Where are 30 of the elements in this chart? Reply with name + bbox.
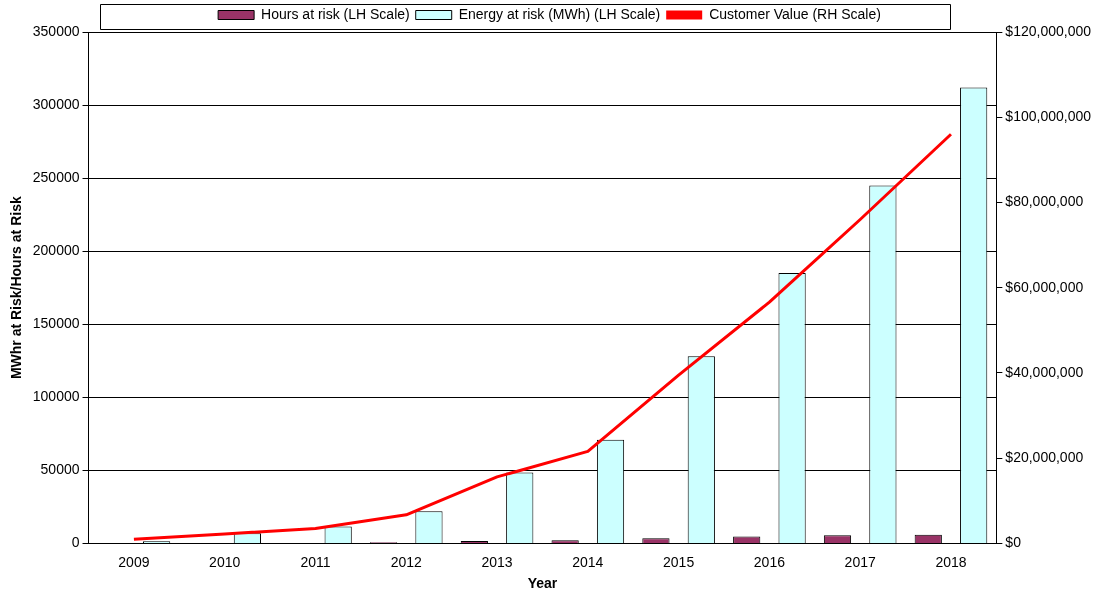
x-tick-label: 2010: [209, 553, 241, 570]
x-tick-label: 2012: [390, 553, 423, 570]
y-tick-label: 250000: [32, 168, 80, 185]
y2-tick-label: $80,000,000: [1005, 193, 1084, 210]
y-tick-label: 150000: [32, 315, 80, 332]
y2-tick-label: $0: [1005, 534, 1022, 551]
y-tick-label: 200000: [32, 242, 80, 259]
y2-tick-label: $100,000,000: [1005, 108, 1092, 125]
y2-tick-label: $40,000,000: [1005, 363, 1084, 380]
y-tick-label: 50000: [40, 461, 80, 478]
x-tick-label: 2015: [663, 553, 695, 570]
x-tick-label: 2017: [844, 553, 876, 570]
y-tick-label: 300000: [32, 95, 80, 112]
y2-tick-label: $60,000,000: [1005, 278, 1084, 295]
x-tick-label: 2014: [572, 553, 604, 570]
legend-label: Hours at risk (LH Scale): [261, 5, 410, 22]
legend-label: Energy at risk (MWh) (LH Scale): [458, 5, 661, 22]
x-tick-label: 2013: [481, 553, 513, 570]
x-tick-label: 2009: [118, 553, 150, 570]
y-tick-label: 350000: [32, 22, 80, 39]
x-tick-label: 2018: [935, 553, 967, 570]
y2-tick-label: $120,000,000: [1005, 22, 1092, 39]
x-tick-label: 2016: [753, 553, 786, 570]
y2-tick-label: $20,000,000: [1005, 449, 1084, 466]
y-axis-title: MWhr at Risk/Hours at Risk: [8, 196, 25, 380]
y-tick-label: 0: [71, 534, 80, 551]
x-axis-title: Year: [527, 575, 558, 592]
x-tick-label: 2011: [300, 553, 331, 570]
y-tick-label: 100000: [32, 388, 80, 405]
legend-label: Customer Value (RH Scale): [709, 5, 881, 22]
